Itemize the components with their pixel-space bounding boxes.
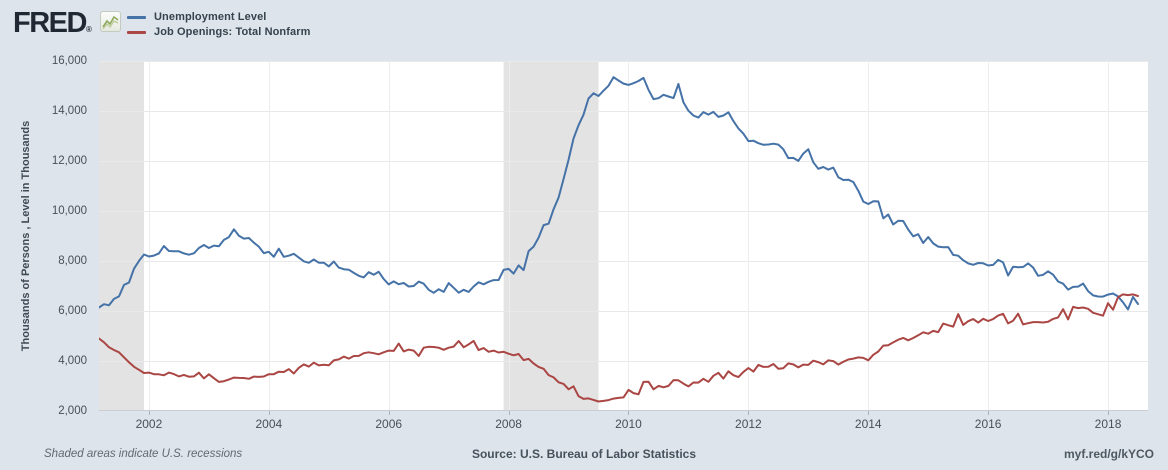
y-tick-label: 8,000 [58, 255, 87, 267]
y-tick-label: 14,000 [51, 105, 87, 117]
x-tick-mark [509, 411, 510, 415]
x-tick-mark [389, 411, 390, 415]
x-tick-mark [748, 411, 749, 415]
legend: Unemployment Level Job Openings: Total N… [127, 10, 311, 40]
chart-canvas [99, 61, 1148, 411]
x-tick-mark [149, 411, 150, 415]
permalink[interactable]: myf.red/g/kYCO [1063, 447, 1154, 461]
fred-logo[interactable]: FRED® [13, 7, 92, 40]
x-tick-label: 2006 [375, 417, 403, 431]
y-tick-label: 12,000 [51, 155, 87, 167]
y-tick-label: 6,000 [58, 305, 87, 317]
legend-label-unemployment: Unemployment Level [154, 11, 267, 23]
x-tick-mark [1108, 411, 1109, 415]
job-openings-line-swatch [127, 30, 146, 34]
job-openings-line [99, 293, 1139, 403]
sparkline-icon [100, 11, 121, 32]
plot-area[interactable] [99, 61, 1148, 411]
legend-item-job-openings: Job Openings: Total Nonfarm [127, 25, 311, 39]
x-tick-label: 2004 [255, 417, 283, 431]
registered-trademark: ® [85, 25, 92, 34]
recession-band [503, 61, 599, 411]
recession-note: Shaded areas indicate U.S. recessions [44, 448, 243, 460]
x-tick-label: 2008 [495, 417, 522, 431]
legend-item-unemployment: Unemployment Level [127, 10, 311, 24]
x-tick-mark [269, 411, 270, 415]
x-tick-mark [628, 411, 629, 415]
y-tick-label: 4,000 [58, 355, 87, 367]
y-tick-label: 10,000 [51, 205, 87, 217]
x-tick-mark [868, 411, 869, 415]
source-attribution: Source: U.S. Bureau of Labor Statistics [471, 447, 697, 461]
y-tick-label: 2,000 [58, 405, 87, 417]
x-tick-label: 2002 [135, 417, 163, 431]
legend-label-job-openings: Job Openings: Total Nonfarm [154, 26, 311, 38]
fred-logo-text: FRED [13, 7, 87, 39]
x-tick-label: 2014 [854, 417, 882, 431]
unemployment-level-line [99, 76, 1139, 311]
recession-band [99, 61, 144, 411]
x-tick-label: 2016 [974, 417, 1002, 431]
x-tick-label: 2012 [735, 417, 762, 431]
y-tick-label: 16,000 [51, 55, 87, 67]
x-tick-mark [988, 411, 989, 415]
x-tick-label: 2018 [1094, 417, 1122, 431]
x-tick-label: 2010 [615, 417, 642, 431]
unemployment-line-swatch [127, 15, 146, 19]
